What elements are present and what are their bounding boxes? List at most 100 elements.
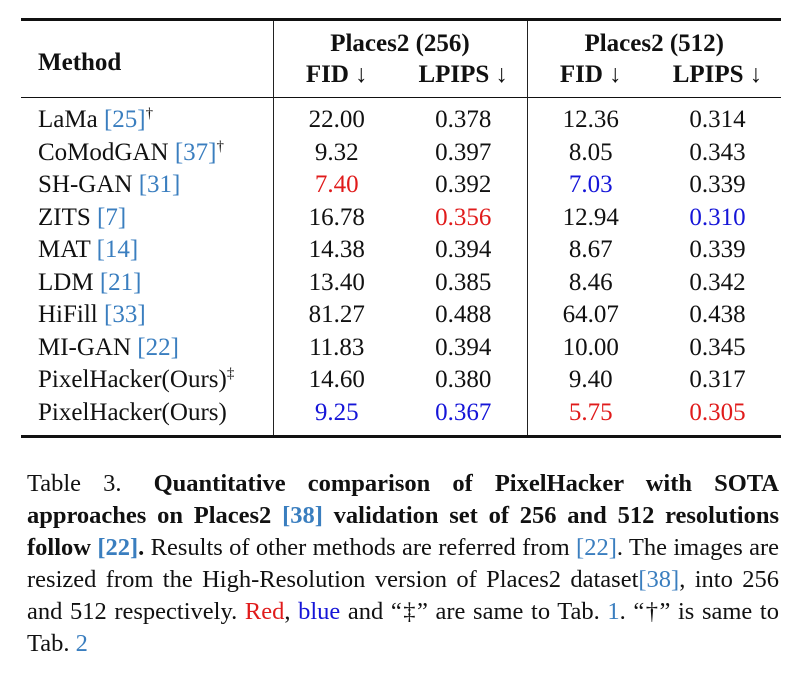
- method-cell: SH-GAN [31]: [21, 169, 273, 202]
- fid-512-cell: 8.46: [526, 266, 654, 299]
- citation-open-bracket: [: [137, 333, 146, 361]
- method-name: PixelHacker(Ours): [38, 366, 227, 394]
- citation-close-bracket: ]: [137, 301, 146, 329]
- lpips-256-cell: 0.488: [435, 301, 492, 329]
- lpips-512-cell: 0.343: [689, 138, 746, 166]
- method-cell: CoModGAN [37]†: [21, 137, 273, 170]
- table-body: LaMa [25]† 22.00 0.378 12.36 0.314 CoModGAN […: [21, 97, 781, 437]
- method-cell: PixelHacker(Ours)‡: [21, 364, 273, 397]
- table-row: MI-GAN [22] 11.83 0.394 10.00 0.345: [21, 331, 781, 365]
- lpips-256-cell: 0.367: [435, 398, 492, 426]
- citation-open-bracket: [: [174, 138, 184, 166]
- method-citation[interactable]: 22: [145, 333, 171, 361]
- citation-open-bracket: [: [104, 301, 113, 329]
- caption-table-ref-1[interactable]: 1: [607, 598, 620, 625]
- table-row: CoModGAN [37]† 9.32 0.397 8.05 0.343: [21, 136, 781, 170]
- table-row: LaMa [25]† 22.00 0.378 12.36 0.314: [21, 97, 781, 137]
- fid-512-cell: 12.94: [526, 201, 654, 234]
- method-footnote-mark: †: [145, 105, 154, 122]
- method-name: PixelHacker(Ours): [38, 398, 227, 426]
- citation-close-bracket: ]: [133, 268, 142, 296]
- citation-open-bracket: [: [96, 236, 105, 264]
- method-citation[interactable]: 7: [105, 203, 118, 231]
- citation-close-bracket: ]: [172, 171, 181, 199]
- caption-citation-22[interactable]: [22]: [97, 534, 139, 561]
- fid-512-cell: 8.67: [526, 234, 654, 267]
- method-name: ZITS: [38, 203, 91, 231]
- method-name: LaMa: [38, 106, 98, 134]
- lpips-512-cell: 0.314: [689, 106, 746, 134]
- method-cell: LaMa [25]†: [21, 98, 273, 137]
- citation-open-bracket: [: [97, 203, 106, 231]
- method-name: SH-GAN: [38, 171, 133, 199]
- fid-512-cell: 7.03: [526, 169, 654, 202]
- table-header-row-groups: Method Places2 (256) Places2 (512): [21, 19, 781, 76]
- fid-512-cell: 9.40: [526, 364, 654, 397]
- method-cell: HiFill [33]: [21, 299, 273, 332]
- caption-text-6: . “†” is same to Tab.: [27, 598, 779, 657]
- citation-close-bracket: ]: [117, 203, 127, 231]
- metric-header-lpips-512: LPIPS ↓: [672, 61, 763, 88]
- fid-256-cell: 81.27: [272, 299, 400, 332]
- caption-table-ref-2[interactable]: 2: [75, 630, 88, 657]
- method-cell: MAT [14]: [21, 234, 273, 267]
- lpips-512-cell: 0.310: [689, 203, 746, 231]
- caption-citation-22-second[interactable]: [22]: [576, 534, 617, 561]
- lpips-256-cell: 0.397: [435, 138, 492, 166]
- lpips-512-cell: 0.339: [689, 171, 746, 199]
- method-cell: ZITS [7]: [21, 202, 273, 235]
- method-citation[interactable]: 31: [147, 171, 173, 199]
- metric-header-fid-256: FID ↓: [272, 59, 400, 98]
- fid-256-cell: 22.00: [272, 97, 400, 137]
- method-citation[interactable]: 21: [108, 268, 134, 296]
- method-citation[interactable]: 25: [112, 106, 138, 134]
- fid-256-cell: 11.83: [272, 331, 400, 364]
- metric-header-lpips-256: LPIPS ↓: [418, 61, 509, 88]
- table-row: PixelHacker(Ours)‡ 14.60 0.380 9.40 0.317: [21, 364, 781, 397]
- fid-512-cell: 10.00: [526, 331, 654, 364]
- method-cell: PixelHacker(Ours): [21, 397, 273, 437]
- lpips-512-cell: 0.438: [689, 301, 746, 329]
- group-header-places2-512: Places2 (512): [526, 19, 781, 59]
- method-name: MAT: [38, 236, 91, 264]
- caption-bold-2: validation set of 256 and 512 resolution…: [27, 502, 779, 561]
- lpips-512-cell: 0.339: [689, 236, 746, 264]
- method-citation[interactable]: 14: [104, 236, 130, 264]
- citation-close-bracket: ]: [129, 236, 139, 264]
- method-cell: MI-GAN [22]: [21, 332, 273, 365]
- table-row: PixelHacker(Ours) 9.25 0.367 5.75 0.305: [21, 396, 781, 437]
- method-citation[interactable]: 37: [183, 138, 209, 166]
- caption-citation-38[interactable]: [38]: [282, 502, 323, 529]
- citation-close-bracket: ]: [208, 138, 217, 166]
- caption-text-2: . The images are resized from the High-R…: [27, 534, 780, 593]
- lpips-512-cell: 0.317: [689, 366, 746, 394]
- table-row: LDM [21] 13.40 0.385 8.46 0.342: [21, 266, 781, 300]
- lpips-256-cell: 0.394: [435, 236, 492, 264]
- fid-256-cell: 14.60: [272, 364, 400, 397]
- lpips-256-cell: 0.394: [435, 333, 492, 361]
- fid-512-cell: 8.05: [526, 136, 654, 169]
- caption-bold-3: .: [138, 534, 145, 561]
- group-header-places2-256: Places2 (256): [272, 19, 527, 59]
- fid-512-cell: 5.75: [526, 396, 654, 437]
- citation-open-bracket: [: [138, 171, 148, 199]
- table-header-row-metrics: FID ↓ LPIPS ↓ FID ↓ LPIPS ↓: [21, 59, 781, 98]
- fid-256-cell: 14.38: [272, 234, 400, 267]
- method-name: CoModGAN: [38, 138, 169, 166]
- caption-bold-1: Quantitative comparison of PixelHacker w…: [27, 470, 780, 529]
- table-row: ZITS [7] 16.78 0.356 12.94 0.310: [21, 201, 781, 235]
- lpips-256-cell: 0.356: [435, 203, 492, 231]
- citation-close-bracket: ]: [137, 106, 146, 134]
- caption-blue-word: blue: [298, 598, 341, 625]
- table-caption: Table 3. Quantitative comparison of Pixe…: [27, 468, 779, 660]
- caption-text-4: ,: [284, 598, 299, 625]
- table-row: MAT [14] 14.38 0.394 8.67 0.339: [21, 234, 781, 267]
- method-citation[interactable]: 33: [112, 301, 138, 329]
- fid-256-cell: 16.78: [272, 201, 400, 234]
- caption-citation-38-second[interactable]: [38]: [638, 566, 680, 593]
- lpips-256-cell: 0.392: [435, 171, 492, 199]
- lpips-256-cell: 0.385: [435, 268, 492, 296]
- method-cell: LDM [21]: [21, 267, 273, 300]
- fid-512-cell: 64.07: [526, 299, 654, 332]
